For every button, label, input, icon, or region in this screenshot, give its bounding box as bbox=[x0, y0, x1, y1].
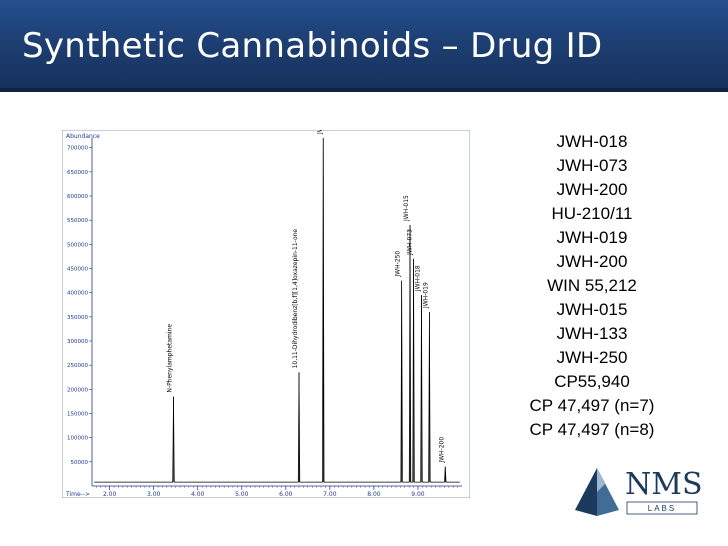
x-axis-label: Time--> bbox=[65, 491, 90, 498]
compound-item: JWH-015 bbox=[556, 300, 628, 319]
x-tick-label: 2.00 bbox=[103, 491, 117, 498]
peak-label: N-Phenylamphetamine bbox=[166, 324, 173, 393]
x-tick-label: 9.00 bbox=[411, 491, 425, 498]
logo-pyramid-highlight bbox=[597, 468, 605, 492]
compound-item: JWH-019 bbox=[556, 228, 628, 247]
logo-sub-box bbox=[626, 501, 698, 515]
compound-item: JWH-250 bbox=[556, 348, 628, 367]
compound-item: JWH-018 bbox=[556, 132, 628, 151]
compound-item: JWH-200 bbox=[556, 252, 628, 271]
compound-item: JWH-073 bbox=[556, 156, 628, 175]
compound-item: JWH-133 bbox=[556, 324, 628, 343]
peak-label: 10,11-Dihydrodibenz[b,f][1,4]oxazepin-11… bbox=[292, 229, 299, 369]
y-tick-label: 650000 bbox=[67, 170, 88, 176]
x-tick-label: 3.00 bbox=[147, 491, 161, 498]
peak-label: JWH-133 bbox=[316, 130, 323, 135]
peak-label: JWH-019 bbox=[422, 282, 429, 309]
chromatogram: Abundance Time--> 50000 100000 150000 20000… bbox=[62, 130, 470, 498]
compound-item: CP 47,497 (n=8) bbox=[529, 420, 655, 439]
y-tick-label: 400000 bbox=[67, 291, 88, 297]
x-tick-label: 8.00 bbox=[367, 491, 381, 498]
compound-list: JWH-018 JWH-073 JWH-200 HU-210/11 JWH-019 JWH… bbox=[498, 130, 686, 442]
y-tick-label: 300000 bbox=[67, 339, 88, 345]
logo-sub: LABS bbox=[648, 504, 676, 513]
y-tick-label: 250000 bbox=[67, 363, 88, 369]
nms-labs-logo: NMS LABS bbox=[575, 467, 701, 516]
compound-item: HU-210/11 bbox=[551, 204, 633, 223]
y-tick-label: 100000 bbox=[67, 436, 88, 442]
peak-label: JWH-018 bbox=[414, 265, 421, 292]
compound-item: JWH-200 bbox=[556, 180, 628, 199]
x-tick-label: 5.00 bbox=[235, 491, 249, 498]
y-tick-label: 350000 bbox=[67, 315, 88, 321]
y-tick-label: 500000 bbox=[67, 242, 88, 248]
peak-label: JWH-073 bbox=[407, 229, 414, 256]
slide-title: Synthetic Cannabinoids – Drug ID bbox=[22, 26, 603, 66]
compound-item: CP 47,497 (n=7) bbox=[529, 396, 655, 415]
y-tick-label: 550000 bbox=[67, 218, 88, 224]
y-axis-label: Abundance bbox=[66, 133, 100, 140]
y-tick-label: 450000 bbox=[67, 267, 88, 273]
y-tick-label: 150000 bbox=[67, 412, 88, 418]
y-tick-label: 700000 bbox=[67, 146, 88, 152]
plot-background bbox=[62, 130, 470, 498]
x-tick-label: 7.00 bbox=[323, 491, 337, 498]
title-bar: Synthetic Cannabinoids – Drug ID bbox=[0, 0, 728, 92]
y-tick-label: 200000 bbox=[67, 387, 88, 393]
logo-name: NMS bbox=[625, 467, 701, 502]
logo-pyramid-left-face bbox=[575, 468, 597, 516]
peak-label: JWH-200 bbox=[438, 437, 445, 464]
peak-label: JWH-250 bbox=[395, 251, 402, 278]
y-tick-label: 600000 bbox=[67, 194, 88, 200]
compound-item: CP55,940 bbox=[554, 372, 630, 391]
x-tick-label: 4.00 bbox=[191, 491, 205, 498]
y-tick-label: 50000 bbox=[71, 460, 89, 466]
x-tick-label: 6.00 bbox=[279, 491, 293, 498]
peak-label: JWH-015 bbox=[403, 195, 410, 222]
compound-item: WIN 55,212 bbox=[547, 276, 637, 295]
